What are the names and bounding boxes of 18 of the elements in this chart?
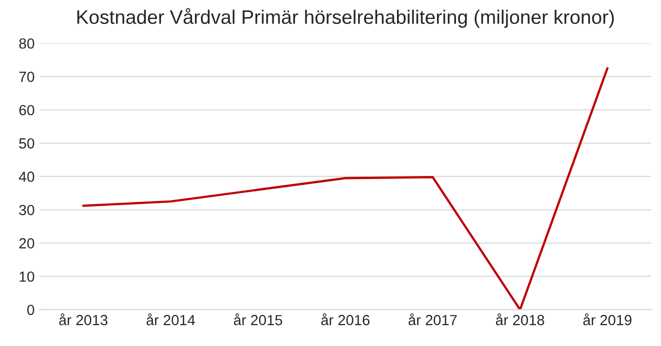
x-tick-label: år 2017	[408, 313, 457, 326]
y-tick-label: 10	[20, 271, 34, 282]
x-tick-label: år 2019	[583, 313, 632, 326]
y-tick-label: 20	[19, 238, 34, 248]
y-tick-label: 0	[27, 304, 34, 316]
y-tick-label: 40	[18, 172, 34, 182]
x-tick-label: år 2013	[59, 313, 108, 326]
x-tick-label: år 2018	[496, 313, 544, 326]
line-series	[82, 67, 609, 310]
y-tick-label: 30	[19, 204, 34, 216]
y-tick-label: 80	[19, 38, 34, 49]
x-tick-label: år 2015	[234, 313, 282, 326]
y-tick-label: 60	[19, 104, 34, 116]
y-tick-label: 70	[19, 72, 34, 82]
x-tick-label: år 2016	[321, 313, 370, 326]
y-tick-label: 50	[19, 138, 34, 149]
x-tick-label: år 2014	[146, 313, 195, 326]
chart-title: Kostnader Vårdval Primär hörselrehabilitering (miljoner kronor)	[77, 8, 614, 28]
